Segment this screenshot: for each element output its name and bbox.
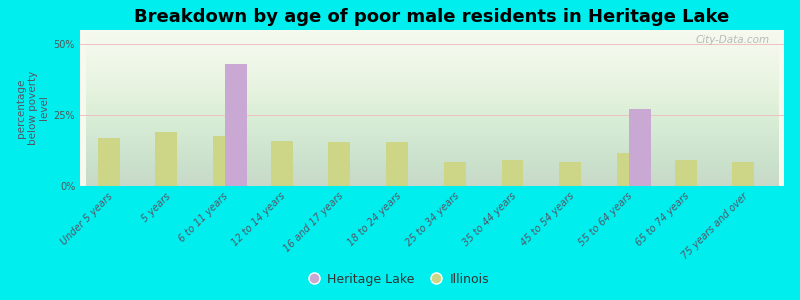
- Title: Breakdown by age of poor male residents in Heritage Lake: Breakdown by age of poor male residents …: [134, 8, 730, 26]
- Bar: [213, 136, 235, 186]
- Bar: [629, 110, 651, 186]
- Bar: [444, 162, 466, 186]
- Bar: [270, 141, 293, 186]
- Bar: [155, 132, 178, 186]
- Bar: [329, 142, 350, 186]
- Y-axis label: percentage
below poverty
level: percentage below poverty level: [16, 71, 50, 145]
- Bar: [386, 142, 408, 186]
- Legend: Heritage Lake, Illinois: Heritage Lake, Illinois: [306, 268, 494, 291]
- Bar: [225, 64, 247, 186]
- Bar: [674, 160, 697, 186]
- Bar: [732, 162, 754, 186]
- Bar: [502, 160, 523, 186]
- Bar: [559, 162, 581, 186]
- Bar: [98, 138, 119, 186]
- Text: City-Data.com: City-Data.com: [696, 35, 770, 45]
- Bar: [617, 153, 639, 186]
